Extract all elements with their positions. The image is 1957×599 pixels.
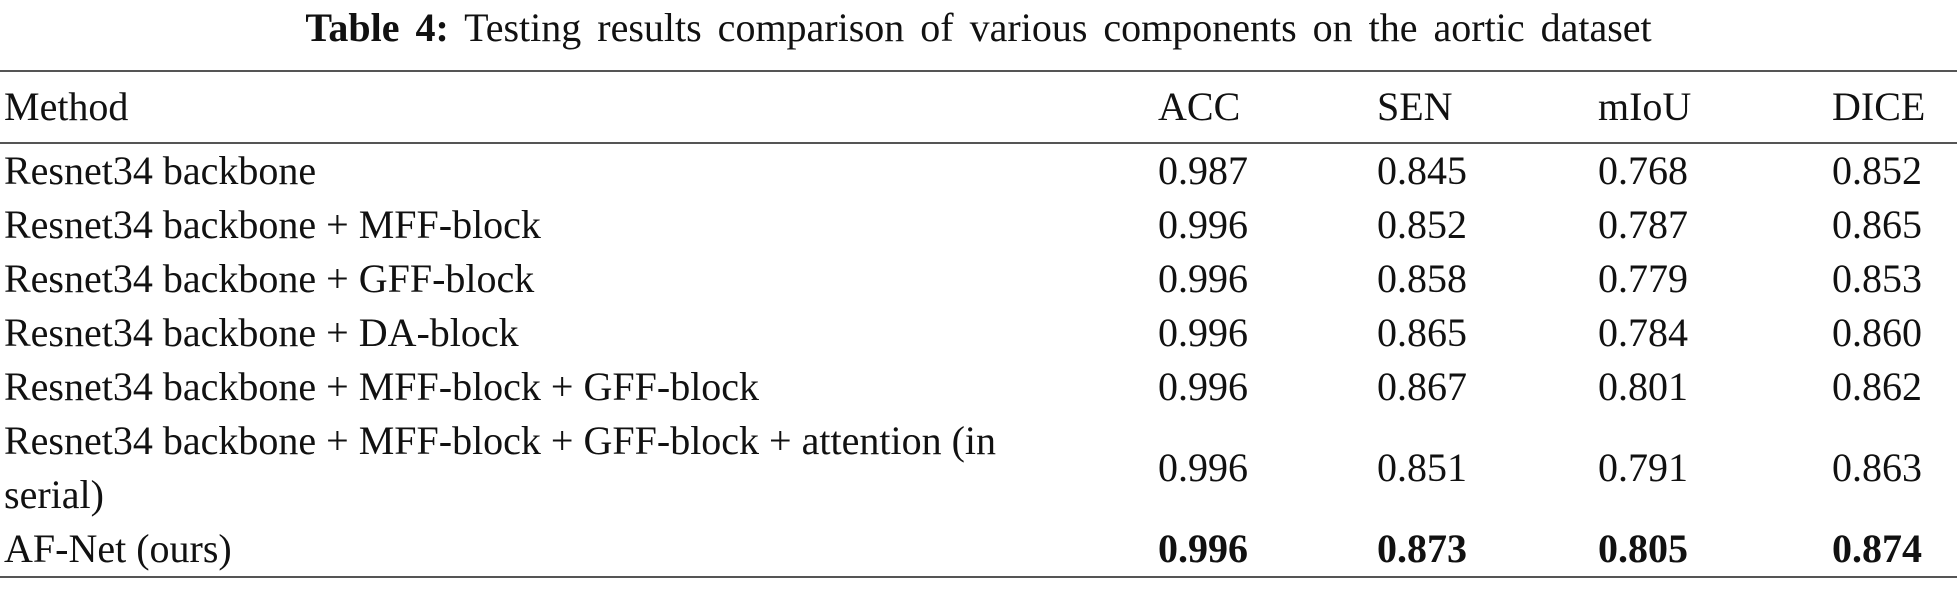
value-cell: 0.874: [1832, 526, 1922, 571]
method-cell: Resnet34 backbone + MFF-block + GFF-bloc…: [4, 364, 760, 409]
value-cell: 0.784: [1598, 310, 1688, 355]
column-header: DICE: [1832, 84, 1926, 129]
value-cell: 0.865: [1832, 202, 1922, 247]
table-row: Resnet34 backbone + GFF-block 0.996 0.858 0…: [0, 252, 1957, 306]
method-cell: Resnet34 backbone + MFF-block: [4, 202, 541, 247]
header-row: Method ACC SEN mIoU DICE: [0, 71, 1957, 143]
column-header: ACC: [1158, 84, 1241, 129]
value-cell: 0.768: [1598, 148, 1688, 193]
table-row: AF-Net (ours) 0.996 0.873 0.805 0.874: [0, 522, 1957, 577]
value-cell: 0.787: [1598, 202, 1688, 247]
value-cell: 0.863: [1832, 445, 1922, 490]
value-cell: 0.867: [1377, 364, 1467, 409]
value-cell: 0.996: [1158, 526, 1248, 571]
value-cell: 0.779: [1598, 256, 1688, 301]
column-header: mIoU: [1598, 84, 1692, 129]
value-cell: 0.853: [1832, 256, 1922, 301]
table-row: Resnet34 backbone + DA-block 0.996 0.865 0.…: [0, 306, 1957, 360]
value-cell: 0.862: [1832, 364, 1922, 409]
value-cell: 0.805: [1598, 526, 1688, 571]
value-cell: 0.865: [1377, 310, 1467, 355]
value-cell: 0.996: [1158, 202, 1248, 247]
column-header: SEN: [1377, 84, 1453, 129]
table-row: Resnet34 backbone + MFF-block 0.996 0.852 0…: [0, 198, 1957, 252]
value-cell: 0.791: [1598, 445, 1688, 490]
table-body: Resnet34 backbone 0.987 0.845 0.768 0.852 Res…: [0, 143, 1957, 577]
column-header: Method: [4, 84, 129, 129]
value-cell: 0.851: [1377, 445, 1467, 490]
table-caption: Table 4: Testing results comparison of v…: [0, 0, 1957, 70]
method-cell: Resnet34 backbone + DA-block: [4, 310, 519, 355]
value-cell: 0.987: [1158, 148, 1248, 193]
value-cell: 0.852: [1377, 202, 1467, 247]
value-cell: 0.996: [1158, 310, 1248, 355]
value-cell: 0.996: [1158, 364, 1248, 409]
value-cell: 0.852: [1832, 148, 1922, 193]
table-row: Resnet34 backbone 0.987 0.845 0.768 0.852: [0, 143, 1957, 198]
table-row: Resnet34 backbone + MFF-block + GFF-bloc…: [0, 360, 1957, 414]
results-table: Method ACC SEN mIoU DICE Resnet34 backbone 0.…: [0, 70, 1957, 578]
method-cell: Resnet34 backbone: [4, 148, 317, 193]
value-cell: 0.860: [1832, 310, 1922, 355]
value-cell: 0.996: [1158, 445, 1248, 490]
value-cell: 0.996: [1158, 256, 1248, 301]
method-cell: Resnet34 backbone + GFF-block: [4, 256, 535, 301]
caption-label: Table 4:: [305, 5, 449, 50]
value-cell: 0.858: [1377, 256, 1467, 301]
caption-text: Testing results comparison of various co…: [464, 5, 1652, 50]
value-cell: 0.801: [1598, 364, 1688, 409]
value-cell: 0.873: [1377, 526, 1467, 571]
value-cell: 0.845: [1377, 148, 1467, 193]
method-cell: Resnet34 backbone + MFF-block + GFF-bloc…: [4, 418, 997, 517]
table-row: Resnet34 backbone + MFF-block + GFF-bloc…: [0, 414, 1957, 522]
method-cell: AF-Net (ours): [4, 526, 232, 571]
